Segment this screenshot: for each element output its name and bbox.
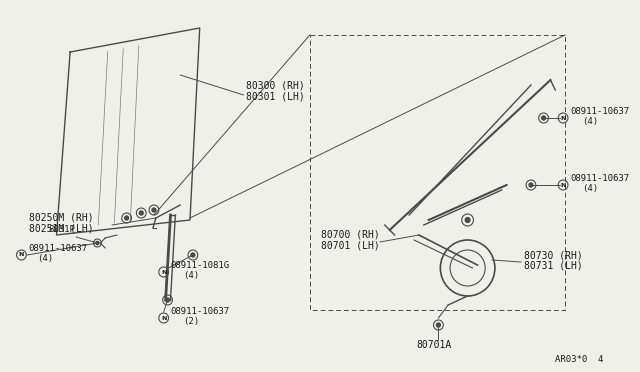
Text: N: N [161, 315, 166, 321]
Text: N: N [561, 183, 566, 187]
Circle shape [152, 208, 156, 212]
Text: 80730 (RH): 80730 (RH) [524, 250, 583, 260]
Text: 80701A: 80701A [416, 340, 451, 350]
Text: 08911-10637: 08911-10637 [570, 107, 629, 116]
Text: (2): (2) [183, 317, 199, 326]
Text: 08911-10637: 08911-10637 [170, 307, 230, 316]
Text: (4): (4) [582, 117, 598, 126]
Text: 08911-1081G: 08911-1081G [170, 261, 230, 270]
Text: (4): (4) [582, 184, 598, 193]
Text: 80700 (RH): 80700 (RH) [321, 229, 380, 239]
Circle shape [140, 211, 143, 215]
Text: AR03*0  4: AR03*0 4 [556, 355, 604, 364]
Text: 80250M (RH): 80250M (RH) [29, 212, 94, 222]
Text: (4): (4) [183, 271, 199, 280]
Circle shape [125, 216, 129, 220]
Circle shape [529, 183, 533, 187]
Text: N: N [561, 115, 566, 121]
Text: 80301 (LH): 80301 (LH) [246, 91, 304, 101]
Text: 8031P: 8031P [49, 225, 76, 234]
Circle shape [96, 241, 99, 245]
Text: N: N [19, 253, 24, 257]
Circle shape [166, 298, 170, 302]
Text: 80300 (RH): 80300 (RH) [246, 80, 304, 90]
Circle shape [541, 116, 545, 120]
Circle shape [191, 253, 195, 257]
Circle shape [436, 323, 440, 327]
Text: 08911-10637: 08911-10637 [570, 174, 629, 183]
Text: 08911-10637: 08911-10637 [28, 244, 88, 253]
Text: 80701 (LH): 80701 (LH) [321, 240, 380, 250]
Text: N: N [161, 269, 166, 275]
Circle shape [465, 218, 470, 222]
Text: 80251M (LH): 80251M (LH) [29, 223, 94, 233]
Text: (4): (4) [37, 254, 53, 263]
Text: 80731 (LH): 80731 (LH) [524, 261, 583, 271]
